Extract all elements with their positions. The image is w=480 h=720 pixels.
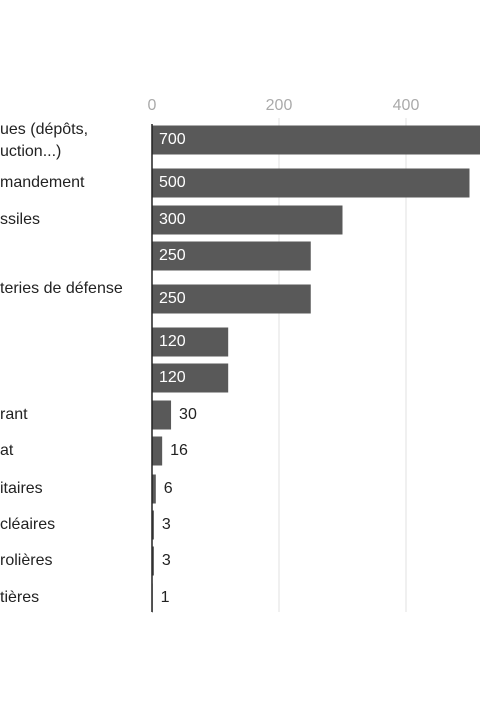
bar [152,546,154,576]
category-label: cléaires [0,516,55,533]
bar [152,168,470,198]
value-label: 3 [162,552,171,569]
bar [152,363,229,393]
category-label: ssiles [0,211,40,228]
bar [152,474,156,504]
bar [152,125,480,155]
value-label: 250 [159,247,186,264]
x-tick-label: 400 [393,97,420,114]
value-label: 700 [159,131,186,148]
category-label: itaires [0,480,43,497]
category-label: at [0,442,14,459]
category-label: tières [0,589,39,606]
bar [152,436,163,466]
category-label: mandement [0,174,85,191]
bar [152,510,154,540]
category-label: rolières [0,552,52,569]
value-label: 120 [159,333,186,350]
value-label: 6 [164,480,173,497]
bar [152,284,311,314]
bar [152,400,172,430]
value-label: 120 [159,369,186,386]
x-tick-label: 0 [148,97,157,114]
category-label: ues (dépôts, [0,121,88,138]
category-label: teries de défense [0,280,123,297]
bar [152,327,229,357]
x-tick-label: 200 [266,97,293,114]
bar [152,205,343,235]
value-label: 300 [159,211,186,228]
value-label: 30 [179,406,197,423]
value-label: 250 [159,290,186,307]
category-label: uction...) [0,143,61,160]
bar [152,241,311,271]
value-label: 16 [170,442,188,459]
value-label: 1 [161,589,170,606]
value-label: 500 [159,174,186,191]
category-label: rant [0,406,28,423]
value-label: 3 [162,516,171,533]
